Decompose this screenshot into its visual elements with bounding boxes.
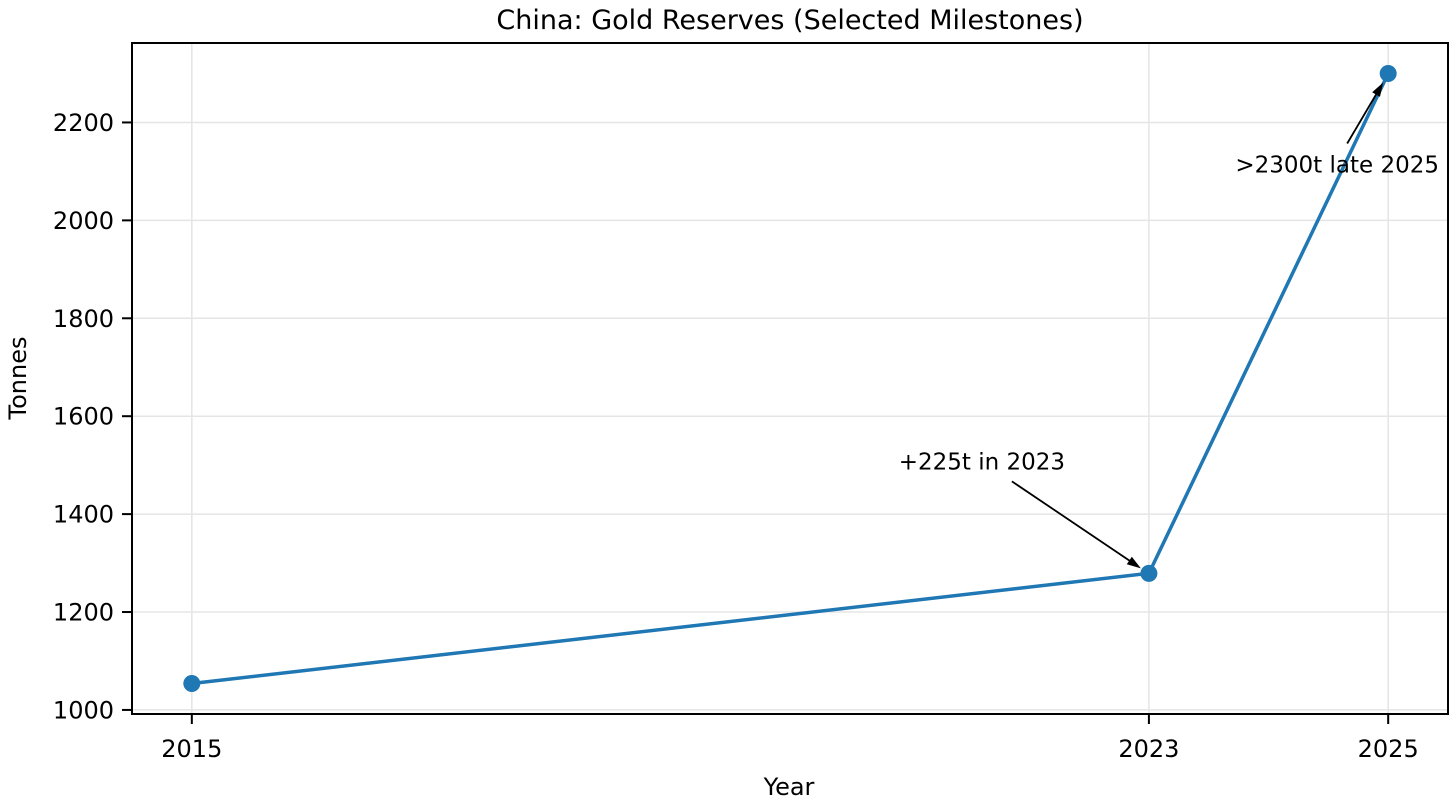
x-tick-label: 2023 — [1118, 735, 1179, 763]
tick-layer: 2015 2023 2025 1000 1200 1400 1600 1800 2000 2200 — [53, 109, 1419, 763]
y-tick-label: 1400 — [53, 501, 114, 529]
y-axis-label: Tonnes — [4, 337, 32, 421]
x-axis-label: Year — [763, 773, 815, 801]
annotation-arrow-line — [1346, 90, 1379, 144]
annotation-text: >2300t late 2025 — [1235, 153, 1439, 179]
x-tick-label: 2015 — [161, 735, 222, 763]
data-point-marker — [1379, 65, 1397, 82]
x-tick-label: 2025 — [1358, 735, 1419, 763]
data-point-marker — [183, 675, 201, 692]
y-tick-label: 2200 — [53, 109, 114, 137]
annotation-layer: +225t in 2023 >2300t late 2025 — [899, 82, 1439, 569]
y-tick-label: 1800 — [53, 305, 114, 333]
annotation-arrow-line — [1011, 480, 1134, 564]
y-tick-label: 1600 — [53, 403, 114, 431]
annotation-text: +225t in 2023 — [899, 449, 1065, 475]
annotation-arrow-head — [1372, 82, 1384, 97]
chart-title: China: Gold Reserves (Selected Milestone… — [496, 5, 1083, 36]
series-line — [191, 72, 1390, 686]
annotation-arrow-head — [1126, 556, 1141, 569]
series-layer — [183, 65, 1397, 692]
frame-layer — [131, 42, 1449, 715]
grid-layer — [132, 43, 1448, 714]
plot-border — [131, 42, 1449, 715]
y-tick-label: 2000 — [53, 207, 114, 235]
y-tick-label: 1000 — [53, 696, 114, 724]
y-tick-label: 1200 — [53, 599, 114, 627]
data-point-marker — [1140, 564, 1158, 582]
